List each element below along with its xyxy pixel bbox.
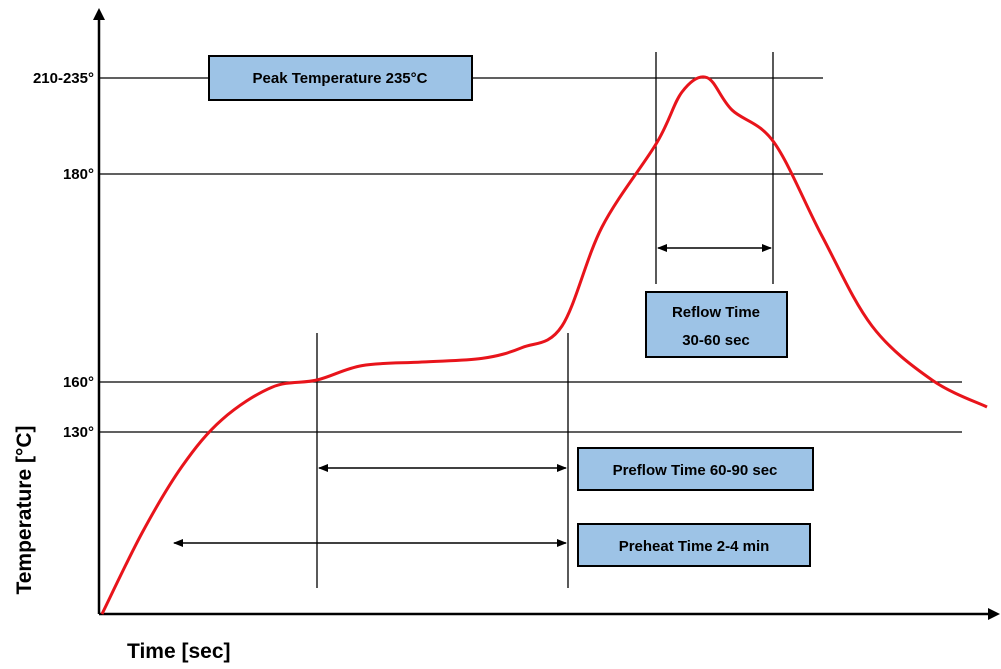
y-tick-label: 130° (63, 424, 94, 441)
y-axis-title: Temperature [°C] (13, 425, 36, 594)
reflow-time-value: 30-60 sec (682, 332, 750, 349)
peak-temperature-box: Peak Temperature 235°C (208, 55, 473, 101)
reflow-time-box: Reflow Time 30-60 sec (645, 291, 788, 358)
temperature-curve (100, 75, 988, 615)
y-tick-label: 180° (63, 166, 94, 183)
preheat-time-box: Preheat Time 2-4 min (577, 523, 811, 567)
x-axis-title: Time [sec] (127, 640, 231, 663)
reflow-time-label: Reflow Time (672, 304, 760, 321)
preheat-time-label: Preheat Time 2-4 min (619, 538, 770, 555)
y-tick-label: 210-235° (33, 70, 94, 87)
peak-temperature-label: Peak Temperature 235°C (253, 70, 428, 87)
preflow-time-label: Preflow Time 60-90 sec (613, 462, 778, 479)
x-axis-arrow-icon (988, 608, 1000, 620)
y-axis-arrow-icon (93, 8, 105, 20)
preflow-time-box: Preflow Time 60-90 sec (577, 447, 814, 491)
y-tick-label: 160° (63, 374, 94, 391)
